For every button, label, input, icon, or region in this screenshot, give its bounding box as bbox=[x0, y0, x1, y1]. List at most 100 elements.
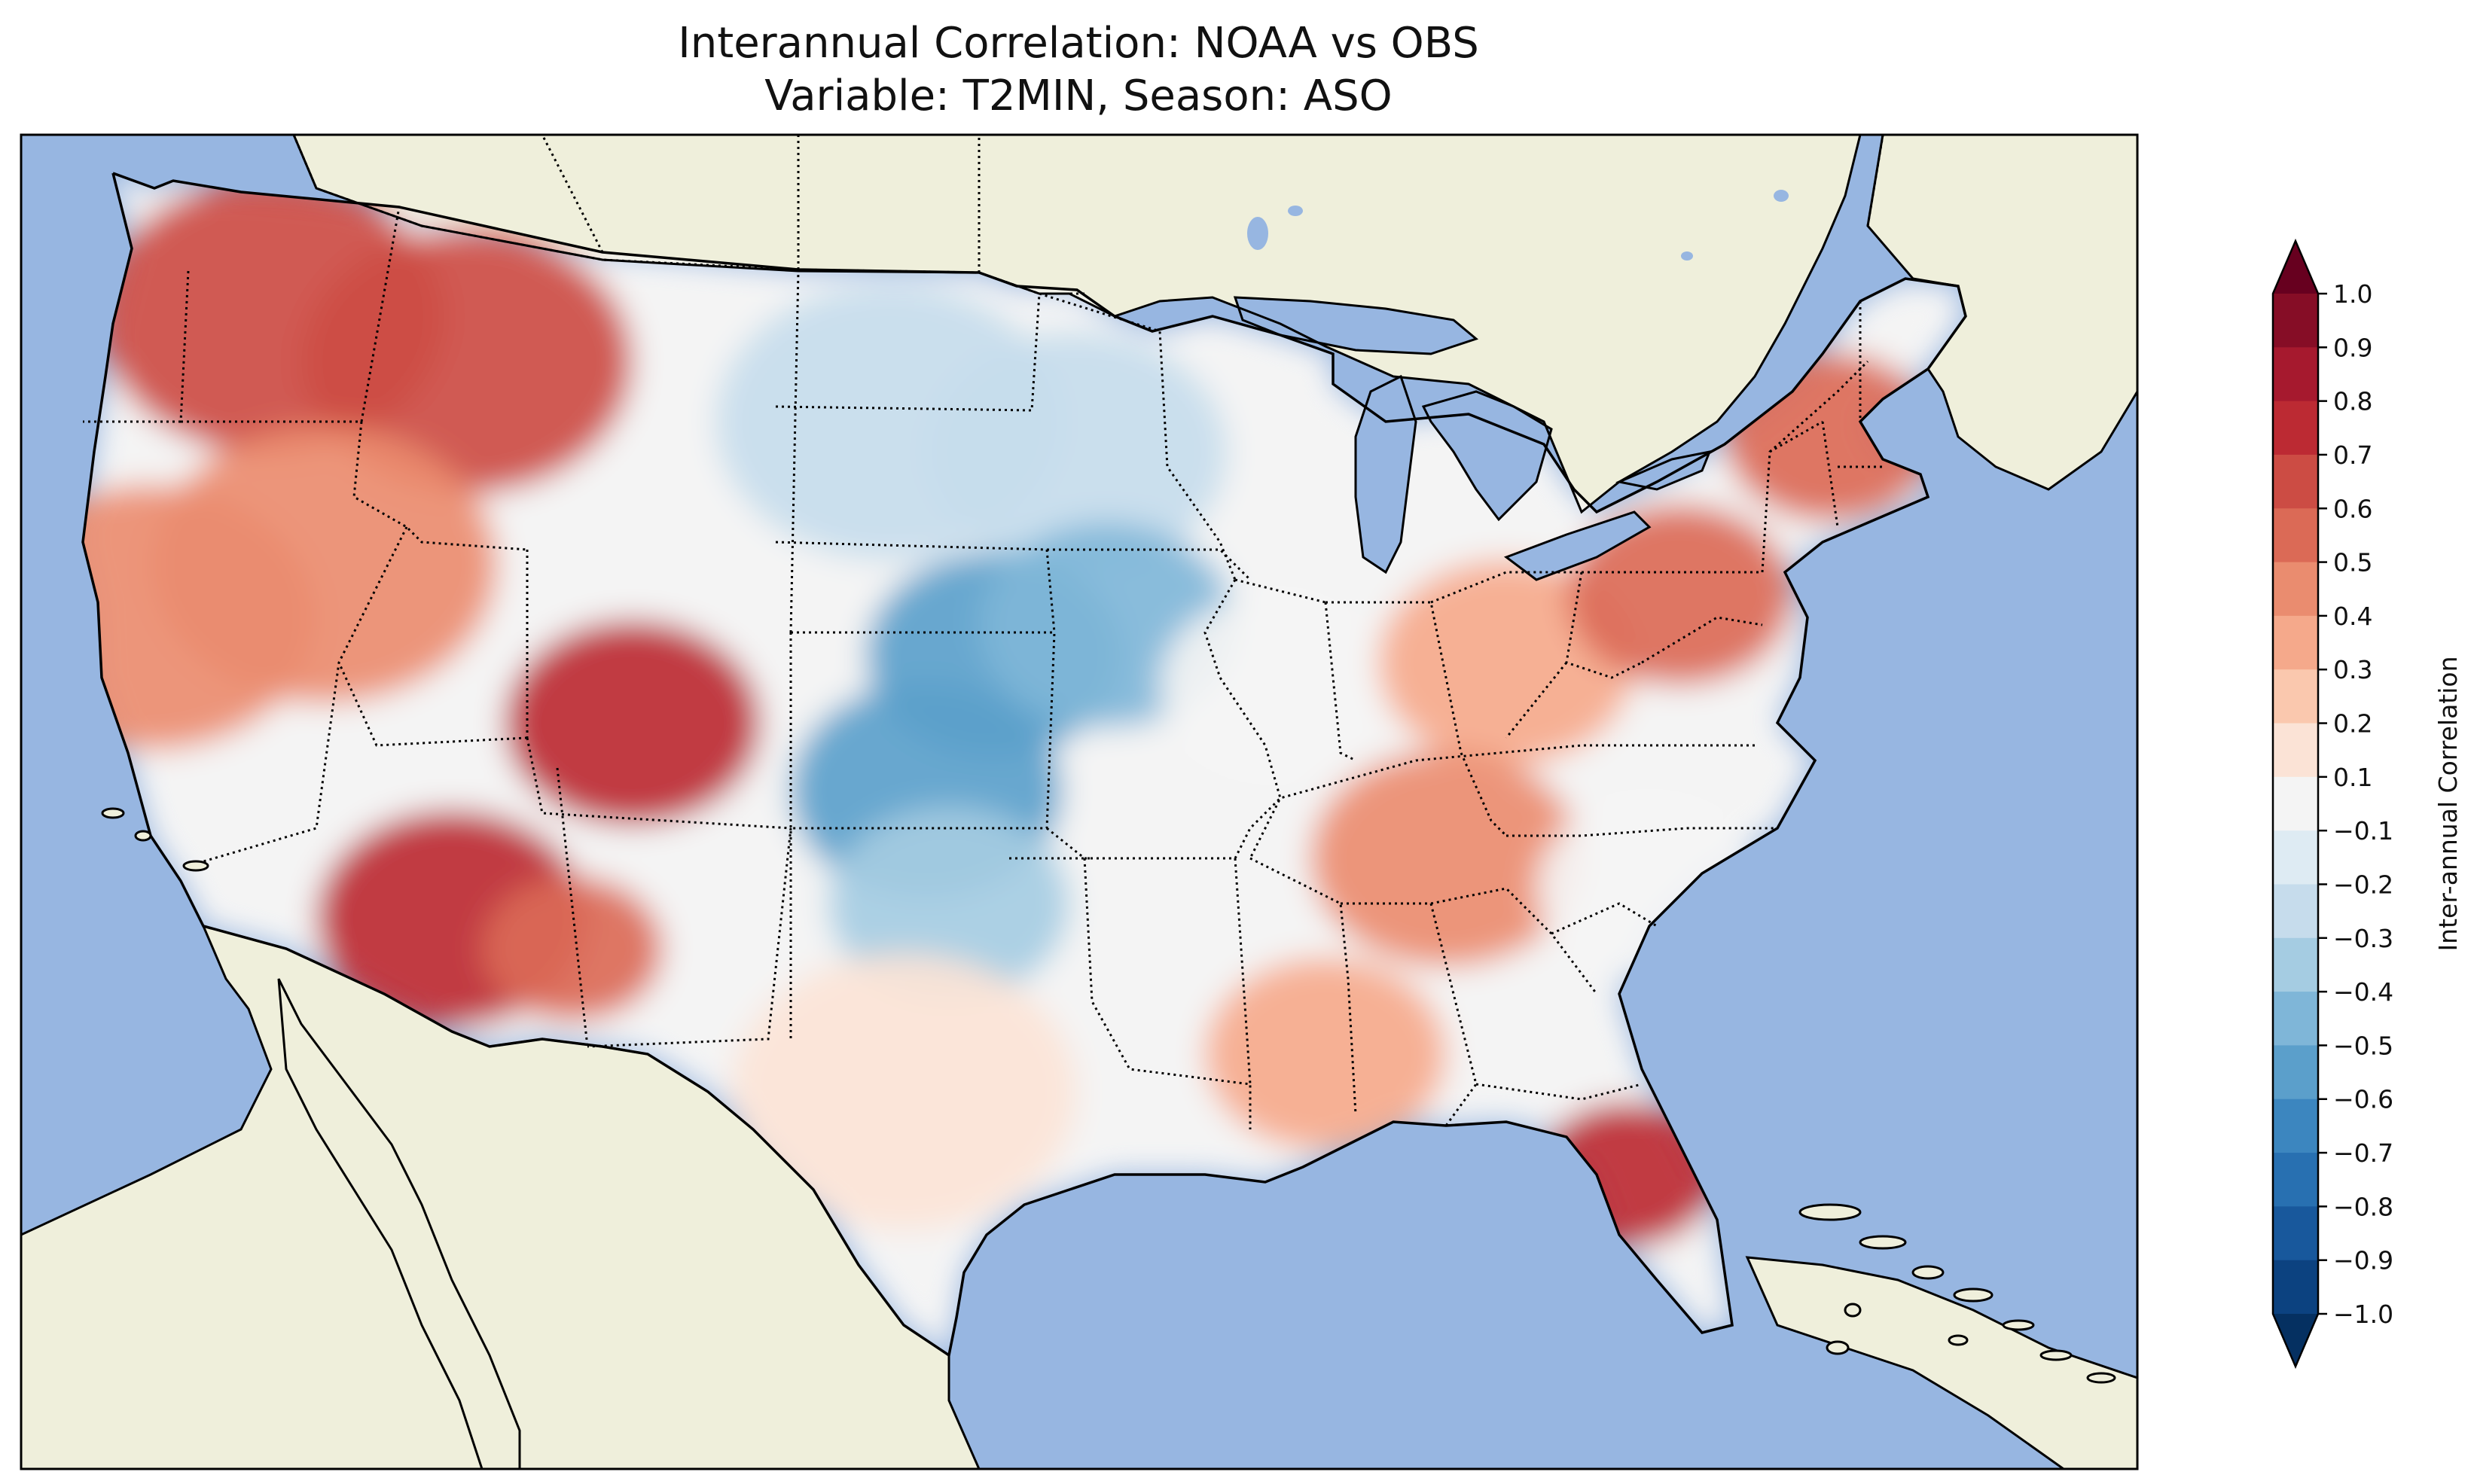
island bbox=[1844, 1303, 1862, 1318]
map-frame bbox=[20, 133, 2139, 1470]
colorbar-tick-label: −0.4 bbox=[2333, 977, 2393, 1007]
state-border bbox=[1046, 827, 1252, 1129]
great-lake bbox=[1354, 374, 1417, 574]
state-border bbox=[587, 827, 792, 1048]
correlation-region bbox=[1160, 595, 1386, 776]
state-border bbox=[1505, 662, 1568, 739]
state-border bbox=[337, 662, 528, 747]
colorbar-tick-label: 0.4 bbox=[2333, 602, 2372, 631]
colorbar-tick-label: 0.2 bbox=[2333, 709, 2372, 739]
lakes bbox=[1233, 190, 1789, 581]
colorbar-tick-label: −0.2 bbox=[2333, 870, 2393, 899]
lake bbox=[1681, 251, 1693, 261]
colorbar-segment bbox=[2273, 347, 2318, 402]
coastlines bbox=[21, 135, 2137, 1469]
colorbar-segment bbox=[2273, 562, 2318, 617]
great-lake bbox=[1503, 510, 1652, 581]
colorbar-segment bbox=[2273, 992, 2318, 1046]
correlation-region bbox=[1205, 958, 1446, 1150]
great-lake bbox=[1615, 449, 1712, 491]
chart-title-line1: Interannual Correlation: NOAA vs OBS bbox=[678, 19, 1479, 68]
colorbar-segment bbox=[2273, 508, 2318, 563]
state-border bbox=[1430, 887, 1598, 995]
state-border bbox=[526, 737, 792, 830]
colorbar-tick-label: 0.6 bbox=[2333, 494, 2372, 523]
correlation-region bbox=[926, 331, 1228, 572]
island bbox=[1948, 1334, 1969, 1346]
colorbar-segment bbox=[2273, 454, 2318, 509]
colorbar-segment bbox=[2273, 830, 2318, 885]
colorbar: 1.0 0.9 0.8 0.7 0.6 0.5 0.4 0.3 0.2 0.1 −0.1 −0.2 −0… bbox=[2271, 238, 2393, 1370]
colorbar-tick-label: 0.5 bbox=[2333, 548, 2372, 577]
colorbar-segment bbox=[2273, 723, 2318, 778]
colorbar-segment bbox=[2273, 1153, 2318, 1207]
colorbar-segment bbox=[2273, 669, 2318, 724]
coastline bbox=[21, 135, 1862, 514]
colorbar-tick-label: −0.5 bbox=[2333, 1031, 2393, 1060]
colorbar-label: Inter-annual Correlation bbox=[2433, 656, 2463, 951]
state-border bbox=[1324, 602, 1356, 762]
correlation-region bbox=[1310, 750, 1582, 967]
state-border bbox=[1341, 902, 1478, 1126]
state-border bbox=[541, 135, 604, 253]
colorbar-segment bbox=[2273, 1206, 2318, 1261]
map-axes bbox=[21, 135, 2137, 1469]
island bbox=[1911, 1265, 1945, 1280]
state-border bbox=[791, 631, 1056, 830]
coastline bbox=[277, 978, 521, 1469]
state-border bbox=[789, 270, 800, 633]
colorbar-tick-label: 0.3 bbox=[2333, 655, 2372, 684]
island bbox=[1798, 1203, 1862, 1221]
correlation-region bbox=[828, 807, 1069, 1000]
colorbar-segment bbox=[2273, 1045, 2318, 1100]
colorbar-segment bbox=[2273, 401, 2318, 456]
lake bbox=[1774, 190, 1789, 202]
land-baja bbox=[279, 979, 520, 1469]
great-lake bbox=[1233, 296, 1479, 355]
coastline bbox=[1866, 135, 2137, 491]
island bbox=[1953, 1287, 1994, 1303]
island bbox=[1859, 1235, 1907, 1250]
correlation-region bbox=[151, 426, 497, 703]
colorbar-tick-label: −0.9 bbox=[2333, 1246, 2393, 1275]
colorbar-segment bbox=[2273, 776, 2318, 831]
colorbar-segment bbox=[2273, 884, 2318, 939]
state-border bbox=[1565, 571, 1643, 679]
state-border bbox=[1460, 752, 1508, 837]
colorbar-tick-label: 0.8 bbox=[2333, 387, 2372, 416]
colorbar-tick-label: 0.9 bbox=[2333, 333, 2372, 362]
state-border bbox=[188, 526, 408, 867]
colorbar-segment bbox=[2273, 1099, 2318, 1153]
colorbar-tick-label: −0.6 bbox=[2333, 1085, 2393, 1114]
state-border bbox=[1234, 744, 1755, 859]
great-lake bbox=[1421, 390, 1553, 522]
colorbar-tick-label: −1.0 bbox=[2333, 1300, 2393, 1329]
islands bbox=[101, 807, 2116, 1384]
colorbar-segment bbox=[2273, 615, 2318, 670]
colorbar-tick-label: −0.8 bbox=[2333, 1192, 2393, 1221]
state-border bbox=[179, 270, 190, 422]
colorbar-tick-label: −0.1 bbox=[2333, 816, 2393, 846]
island bbox=[101, 807, 125, 819]
colorbar-tick-label: 0.7 bbox=[2333, 440, 2372, 470]
island bbox=[134, 830, 152, 842]
colorbar-segment bbox=[2273, 294, 2318, 348]
coastline bbox=[21, 924, 981, 1469]
state-border bbox=[1769, 360, 1869, 453]
land-canada-east bbox=[1868, 135, 2137, 489]
state-border bbox=[1551, 902, 1658, 935]
colorbar-tick-label: −0.7 bbox=[2333, 1138, 2393, 1168]
state-border bbox=[1506, 827, 1777, 837]
state-border bbox=[352, 421, 528, 551]
colorbar-tick-label: −0.3 bbox=[2333, 924, 2393, 953]
colorbar-segment bbox=[2273, 1260, 2318, 1315]
colorbar-tick-label: 0.1 bbox=[2333, 763, 2372, 792]
island bbox=[1826, 1340, 1850, 1355]
lake bbox=[1288, 206, 1303, 216]
colorbar-extend-top bbox=[2273, 241, 2318, 294]
chart-title-line2: Variable: T2MIN, Season: ASO bbox=[764, 72, 1392, 120]
lake bbox=[1247, 217, 1268, 250]
colorbar-extend-bottom bbox=[2273, 1314, 2318, 1367]
island bbox=[2039, 1349, 2073, 1361]
correlation-region bbox=[505, 620, 761, 825]
